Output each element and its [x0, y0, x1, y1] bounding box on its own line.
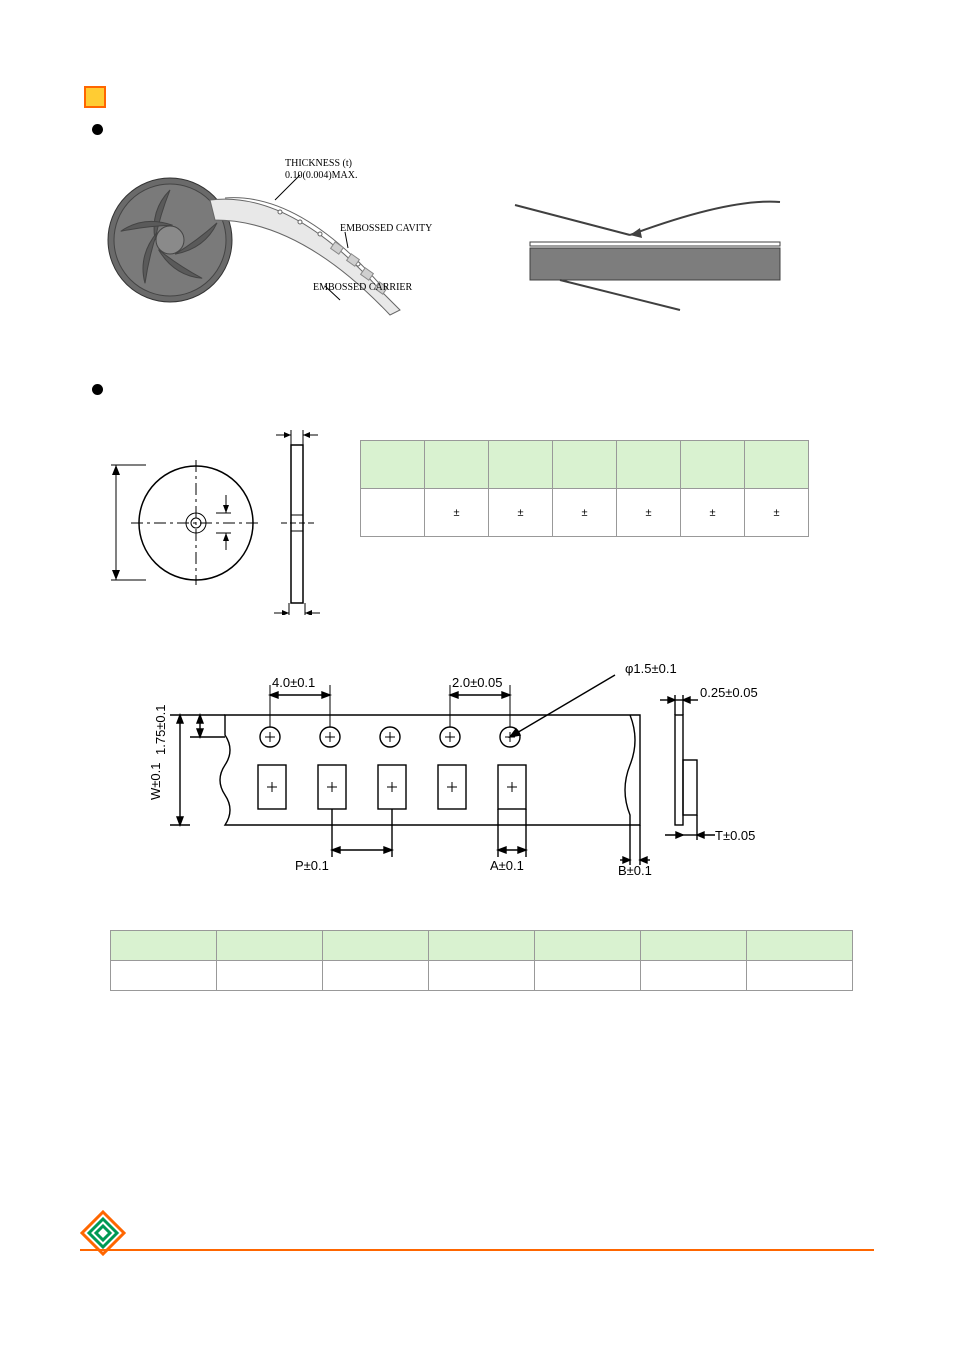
- cell: [217, 931, 323, 961]
- tape-drawing: 1.75±0.1 4.0±0.1 2.0±0.05 φ1.5±0.1 0.25±…: [140, 625, 780, 875]
- cell: [425, 441, 489, 489]
- cell: [489, 441, 553, 489]
- tape-spec-table: [110, 930, 853, 991]
- cell: [535, 931, 641, 961]
- thickness-line1: THICKNESS (t): [285, 158, 358, 170]
- cell: [745, 441, 809, 489]
- section-marker: [84, 86, 106, 108]
- dim-4-0: 4.0±0.1: [272, 675, 315, 690]
- dim-025: 0.25±0.05: [700, 685, 758, 700]
- cell: [535, 961, 641, 991]
- cell: [617, 441, 681, 489]
- dim-a: A±0.1: [490, 858, 524, 873]
- cell: [681, 441, 745, 489]
- cell: [111, 961, 217, 991]
- cell: ±: [617, 489, 681, 537]
- dim-p: P±0.1: [295, 858, 329, 873]
- cell: [641, 961, 747, 991]
- footer-rule: [80, 1249, 874, 1251]
- dim-1-75: 1.75±0.1: [153, 704, 168, 755]
- cell: [641, 931, 747, 961]
- dim-w: W±0.1: [148, 763, 163, 800]
- reel-spec-table: ± ± ± ± ± ±: [360, 440, 809, 537]
- thickness-line2: 0.10(0.004)MAX.: [285, 170, 358, 182]
- cell: ±: [745, 489, 809, 537]
- bullet-icon: [92, 384, 103, 395]
- cell: ±: [681, 489, 745, 537]
- cell: [361, 489, 425, 537]
- dim-phi: φ1.5±0.1: [625, 661, 677, 676]
- dim-2-0: 2.0±0.05: [452, 675, 503, 690]
- cell: [323, 931, 429, 961]
- cell: [429, 961, 535, 991]
- cell: [323, 961, 429, 991]
- cell: [111, 931, 217, 961]
- cell: [747, 931, 853, 961]
- logo-icon: [80, 1210, 126, 1256]
- reel-dimension: [86, 415, 336, 615]
- dim-t: T±0.05: [715, 828, 755, 843]
- bullet-icon: [92, 124, 103, 135]
- cell: [217, 961, 323, 991]
- cell: ±: [489, 489, 553, 537]
- cell: ±: [425, 489, 489, 537]
- cell: [747, 961, 853, 991]
- dim-b: B±0.1: [618, 863, 652, 875]
- carrier-label: EMBOSSED CARRIER: [313, 282, 412, 293]
- thickness-label: THICKNESS (t) 0.10(0.004)MAX.: [285, 158, 358, 182]
- tape-cross-section: [500, 190, 820, 320]
- cavity-label: EMBOSSED CAVITY: [340, 223, 432, 234]
- cell: [553, 441, 617, 489]
- cell: ±: [553, 489, 617, 537]
- cell: [361, 441, 425, 489]
- cell: [429, 931, 535, 961]
